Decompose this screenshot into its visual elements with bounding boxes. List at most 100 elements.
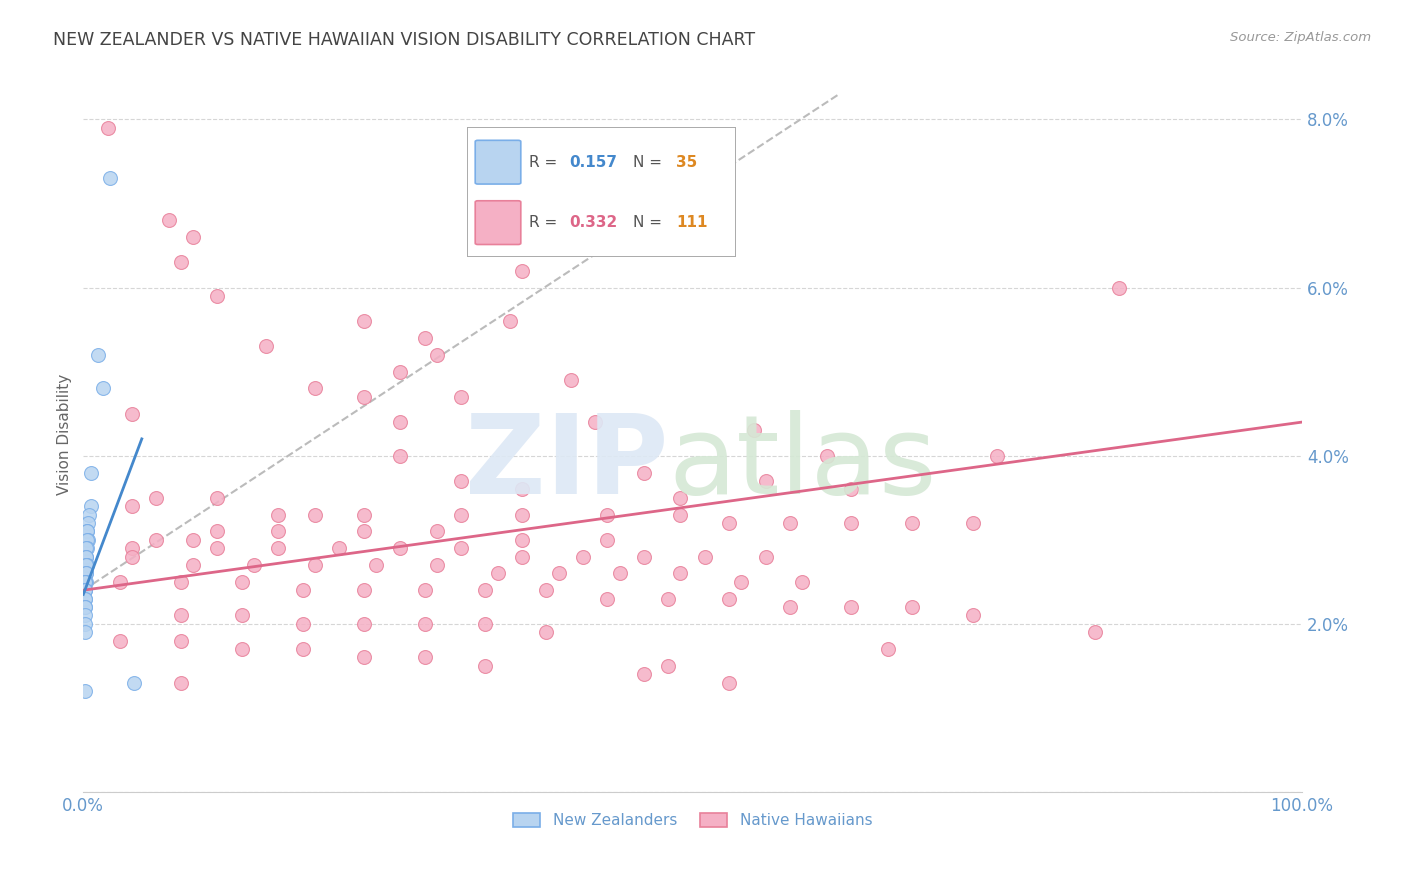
Point: [1108, 280, 1130, 294]
Point: [207, 491, 229, 505]
Point: [755, 474, 778, 488]
Point: [755, 549, 778, 564]
Point: [413, 583, 436, 598]
Point: [73, 583, 96, 598]
Point: [839, 600, 862, 615]
Point: [75, 541, 97, 556]
Point: [77, 516, 100, 530]
Point: [170, 608, 193, 623]
Point: [510, 264, 533, 278]
Point: [450, 474, 472, 488]
Point: [986, 449, 1008, 463]
Point: [389, 415, 412, 429]
Point: [669, 491, 692, 505]
Point: [73, 625, 96, 640]
Point: [389, 541, 412, 556]
Point: [633, 466, 655, 480]
Point: [693, 549, 716, 564]
Point: [157, 213, 180, 227]
Point: [98, 171, 121, 186]
Point: [536, 583, 558, 598]
Point: [718, 675, 741, 690]
Point: [353, 314, 375, 328]
Point: [73, 600, 96, 615]
Point: [426, 348, 449, 362]
Point: [474, 583, 496, 598]
Point: [486, 566, 509, 581]
Point: [73, 583, 96, 598]
Point: [75, 566, 97, 581]
Point: [633, 549, 655, 564]
Point: [426, 524, 449, 539]
Point: [328, 541, 350, 556]
Point: [267, 524, 290, 539]
Point: [962, 516, 984, 530]
Point: [108, 574, 131, 589]
Point: [291, 642, 314, 657]
Point: [353, 650, 375, 665]
Y-axis label: Vision Disability: Vision Disability: [58, 374, 72, 495]
Point: [1084, 625, 1107, 640]
Point: [75, 549, 97, 564]
Point: [75, 549, 97, 564]
Point: [73, 591, 96, 606]
Point: [962, 608, 984, 623]
Point: [75, 558, 97, 572]
Point: [413, 331, 436, 345]
Point: [364, 558, 387, 572]
Point: [207, 524, 229, 539]
Point: [657, 591, 679, 606]
Point: [353, 583, 375, 598]
Point: [839, 483, 862, 497]
Legend: New Zealanders, Native Hawaiians: New Zealanders, Native Hawaiians: [506, 807, 879, 834]
Point: [304, 508, 326, 522]
Point: [76, 541, 98, 556]
Point: [254, 339, 277, 353]
Point: [207, 541, 229, 556]
Point: [231, 608, 253, 623]
Point: [73, 684, 96, 698]
Point: [170, 675, 193, 690]
Point: [718, 591, 741, 606]
Point: [669, 566, 692, 581]
Point: [76, 524, 98, 539]
Point: [76, 558, 98, 572]
Point: [389, 449, 412, 463]
Point: [181, 230, 204, 244]
Point: [730, 574, 752, 589]
Point: [170, 633, 193, 648]
Point: [353, 508, 375, 522]
Point: [79, 508, 101, 522]
Point: [79, 499, 101, 513]
Point: [583, 415, 606, 429]
Point: [75, 558, 97, 572]
Point: [596, 533, 619, 547]
Point: [876, 642, 898, 657]
Point: [79, 466, 101, 480]
Point: [124, 675, 146, 690]
Point: [633, 667, 655, 681]
Point: [718, 516, 741, 530]
Point: [304, 382, 326, 396]
Point: [353, 616, 375, 631]
Point: [742, 424, 765, 438]
Point: [267, 541, 290, 556]
Text: Source: ZipAtlas.com: Source: ZipAtlas.com: [1230, 31, 1371, 45]
Point: [499, 314, 522, 328]
Point: [121, 541, 143, 556]
Point: [75, 566, 97, 581]
Text: atlas: atlas: [668, 409, 936, 516]
Point: [426, 558, 449, 572]
Point: [389, 365, 412, 379]
Text: ZIP: ZIP: [465, 409, 668, 516]
Point: [181, 558, 204, 572]
Point: [145, 491, 167, 505]
Point: [73, 608, 96, 623]
Point: [231, 642, 253, 657]
Point: [170, 255, 193, 269]
Point: [450, 508, 472, 522]
Point: [536, 625, 558, 640]
Point: [839, 516, 862, 530]
Point: [73, 574, 96, 589]
Point: [450, 390, 472, 404]
